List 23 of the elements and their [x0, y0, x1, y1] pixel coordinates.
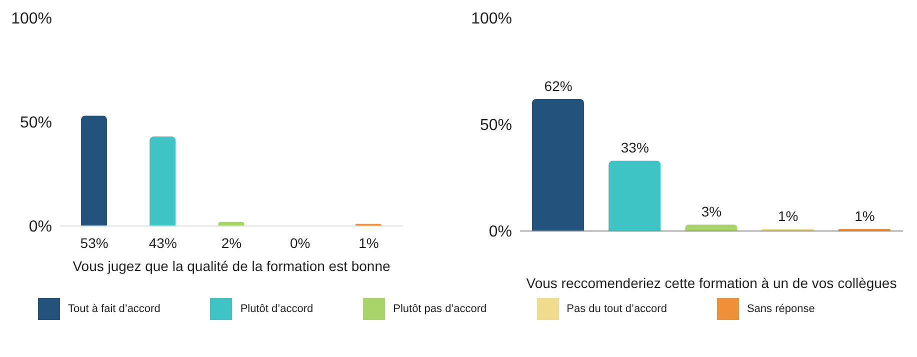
x-axis-title: Vous jugez que la qualité de la formation est bonne — [72, 258, 390, 274]
data-label: 43% — [148, 235, 177, 251]
legend-label: Plutôt pas d’accord — [393, 302, 487, 315]
y-tick-label: 100% — [11, 10, 52, 28]
y-tick-label: 100% — [471, 10, 512, 28]
y-tick-label: 0% — [28, 218, 52, 236]
legend-label: Plutôt d’accord — [240, 302, 314, 315]
data-label: 2% — [221, 235, 242, 251]
y-tick-label: 0% — [488, 224, 512, 241]
legend-label: Tout à fait d’accord — [68, 302, 160, 315]
data-label: 62% — [544, 78, 572, 94]
data-label: 33% — [620, 140, 649, 156]
y-tick-label: 50% — [480, 117, 512, 134]
data-label: 1% — [358, 235, 379, 251]
legend-label: Pas du tout d’accord — [566, 302, 667, 315]
data-label: 53% — [80, 235, 108, 251]
data-label: 1% — [854, 208, 875, 224]
data-label: 1% — [778, 208, 798, 224]
y-tick-label: 50% — [20, 114, 52, 132]
legend-label: Sans réponse — [746, 302, 815, 315]
x-axis-title: Vous reccomenderiez cette formation à un de vos collègues — [526, 275, 897, 291]
data-label: 0% — [290, 235, 310, 251]
data-label: 3% — [701, 204, 722, 220]
